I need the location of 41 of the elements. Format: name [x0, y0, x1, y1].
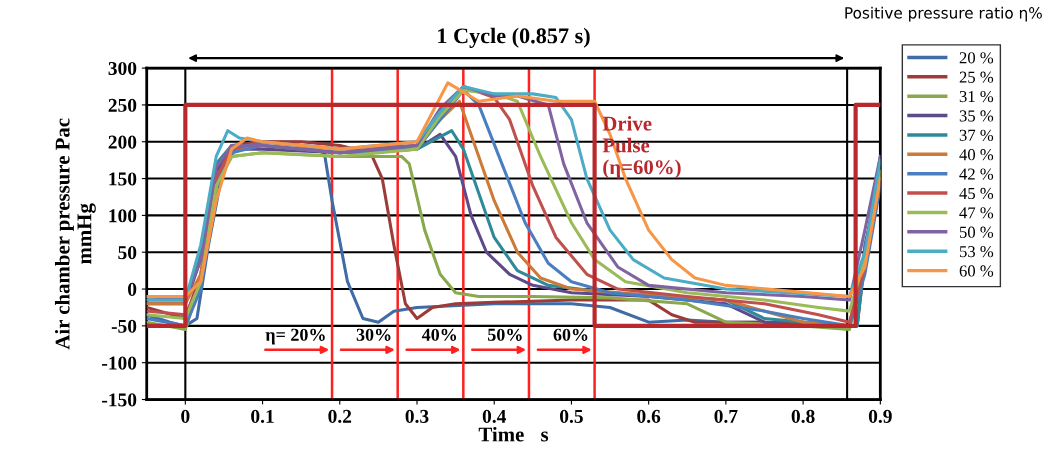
x-tick-label: 0.2 — [328, 409, 352, 424]
y-tick-label: 250 — [108, 98, 137, 112]
y-axis-title: Air chamber pressure Pac mmHg — [54, 118, 96, 350]
legend-label: 60 % — [959, 265, 994, 277]
legend-label: 40 % — [959, 149, 994, 161]
legend-label: 25 % — [959, 71, 994, 83]
legend-label: 37 % — [959, 129, 994, 141]
x-axis-title: Time s — [478, 426, 549, 442]
x-tick-label: 0.7 — [714, 409, 738, 424]
y-tick-label: 50 — [118, 246, 137, 260]
legend-title: Positive pressure ratio η% — [845, 6, 1042, 22]
y-tick-label: -150 — [102, 393, 137, 407]
legend-label: 42 % — [959, 168, 994, 180]
y-tick-label: 0 — [128, 282, 137, 296]
y-tick-label: 300 — [108, 61, 137, 76]
annotation: η= 20% — [265, 328, 325, 345]
legend-label: 45 % — [959, 187, 994, 200]
y-tick-label: -100 — [102, 356, 137, 370]
x-tick-label: 0.8 — [791, 409, 815, 424]
x-tick-label: 0.5 — [560, 409, 583, 424]
x-tick-label: 0.4 — [482, 409, 507, 424]
y-tick-label: 150 — [109, 172, 137, 186]
annotation: 40% — [421, 328, 457, 341]
legend-label: 47 % — [959, 207, 994, 219]
annotation: 30% — [356, 328, 391, 341]
x-tick-label: 0.6 — [637, 409, 661, 424]
y-tick-label: -50 — [111, 319, 137, 333]
x-tick-label: 0.1 — [251, 409, 274, 424]
legend-label: 50 % — [959, 226, 994, 238]
x-tick-label: 0 — [181, 409, 190, 423]
legend-label: 31 % — [959, 90, 994, 103]
legend-label: 20 % — [959, 52, 994, 64]
y-tick-label: 200 — [108, 135, 137, 149]
annotation: 50% — [488, 328, 522, 341]
chart-title: 1 Cycle (0.857 s) — [438, 27, 590, 48]
legend-label: 35 % — [959, 110, 994, 122]
y-tick-label: 100 — [109, 209, 137, 223]
annotation: 60% — [553, 328, 588, 341]
x-tick-label: 0.3 — [405, 409, 429, 424]
legend-label: 53 % — [959, 245, 994, 258]
x-tick-label: 0.9 — [868, 409, 892, 424]
